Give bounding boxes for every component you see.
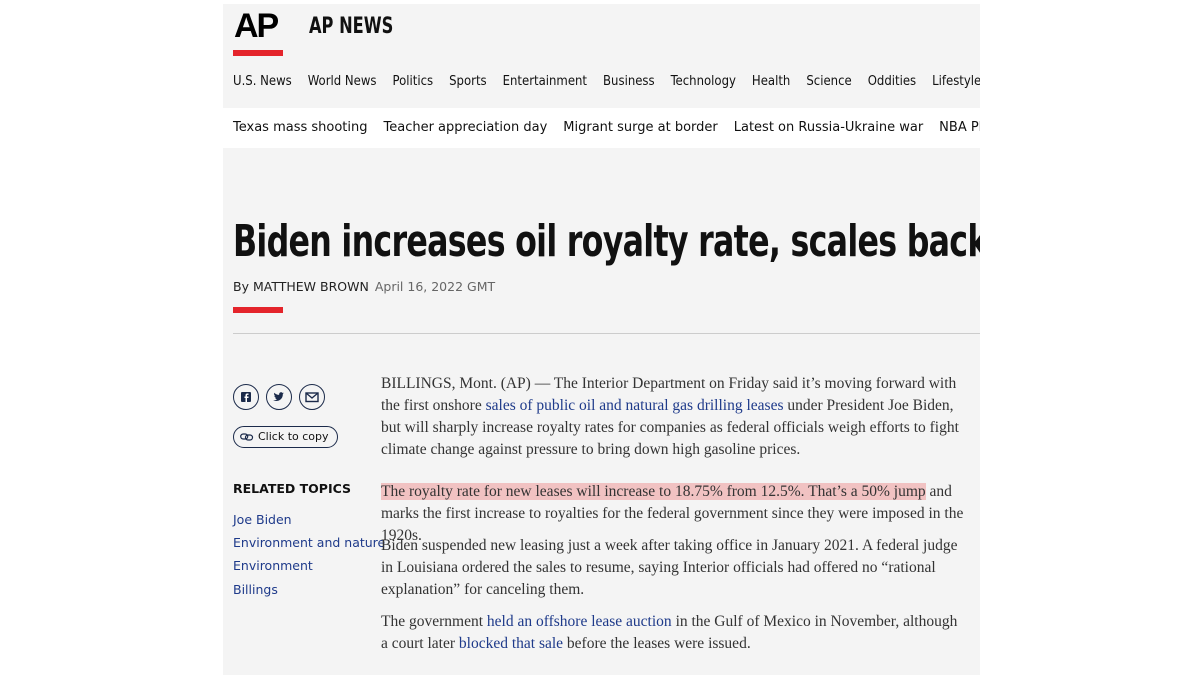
- site-title[interactable]: AP NEWS: [309, 14, 394, 39]
- paragraph: BILLINGS, Mont. (AP) — The Interior Depa…: [381, 373, 966, 461]
- link-icon: [240, 433, 254, 441]
- accent-bar: [233, 307, 283, 313]
- email-share[interactable]: [299, 384, 325, 410]
- byline-prefix: By: [233, 279, 249, 294]
- nav-item[interactable]: World News: [307, 74, 377, 89]
- nav-item[interactable]: Oddities: [867, 74, 917, 89]
- trending-bar: Texas mass shooting Teacher appreciation …: [223, 108, 980, 148]
- author[interactable]: MATTHEW BROWN: [252, 279, 369, 294]
- nav-item[interactable]: Health: [751, 74, 791, 89]
- twitter-icon: [273, 392, 284, 401]
- inline-link[interactable]: sales of public oil and natural gas dril…: [485, 397, 784, 414]
- nav-item[interactable]: Business: [603, 74, 655, 89]
- text-run: under President Joe Biden, but will shar…: [381, 397, 959, 458]
- nav-item[interactable]: U.S. News: [233, 74, 292, 89]
- nav-item[interactable]: Sports: [449, 74, 487, 89]
- nav-item[interactable]: Entertainment: [502, 74, 588, 89]
- byline: By MATTHEW BROWN April 16, 2022 GMT: [233, 279, 495, 295]
- date: April 16, 2022 GMT: [374, 279, 496, 294]
- text-run: before the leases were issued.: [563, 635, 751, 652]
- content-column: AP AP NEWS U.S. News World News Politics Sp…: [223, 4, 980, 675]
- nav-item[interactable]: Lifestyle: [932, 74, 980, 89]
- text-run: and marks the first increase to royaltie…: [381, 483, 964, 544]
- trending-item[interactable]: Texas mass shooting: [233, 120, 368, 135]
- trending-item[interactable]: NBA Playoffs: [939, 120, 980, 135]
- text-run: The government: [381, 613, 487, 630]
- related-topic[interactable]: Environment and nature: [233, 535, 386, 550]
- twitter-share[interactable]: [266, 384, 292, 410]
- trending-item[interactable]: Migrant surge at border: [563, 120, 718, 135]
- related-heading: RELATED TOPICS: [233, 481, 351, 496]
- logo-bar: [233, 50, 283, 56]
- related-topic[interactable]: Billings: [233, 582, 278, 597]
- related-topic[interactable]: Environment: [233, 558, 313, 573]
- trending-item[interactable]: Teacher appreciation day: [383, 120, 548, 135]
- facebook-share[interactable]: [233, 384, 259, 410]
- related-topic[interactable]: Joe Biden: [233, 512, 292, 527]
- email-icon: [305, 392, 319, 403]
- nav-item[interactable]: Politics: [392, 74, 434, 89]
- highlighted-text: The royalty rate for new leases will inc…: [381, 483, 926, 500]
- text-run: in the Gulf of Mexico in November, altho…: [381, 613, 958, 652]
- nav-bar: U.S. News World News Politics Sports Enterta…: [233, 74, 980, 90]
- nav-item[interactable]: Science: [806, 74, 852, 89]
- nav-item[interactable]: Technology: [670, 74, 736, 89]
- paragraph: The royalty rate for new leases will inc…: [381, 481, 966, 547]
- text-run: BILLINGS, Mont. (AP) — The Interior Depa…: [381, 375, 957, 414]
- headline: Biden increases oil royalty rate, scales…: [233, 216, 980, 267]
- copy-link-button[interactable]: Click to copy: [233, 426, 338, 448]
- logo-text: AP: [234, 7, 279, 45]
- trending-list: Texas mass shooting Teacher appreciation …: [233, 120, 980, 136]
- trending-item[interactable]: Latest on Russia-Ukraine war: [733, 120, 924, 135]
- paragraph: Biden suspended new leasing just a week …: [381, 535, 966, 601]
- text-run: Biden suspended new leasing just a week …: [381, 537, 958, 598]
- divider: [233, 333, 980, 334]
- paragraph: The government held an offshore lease au…: [381, 611, 966, 655]
- copy-label: Click to copy: [258, 430, 329, 443]
- facebook-icon: [241, 392, 251, 402]
- logo[interactable]: AP: [233, 6, 283, 56]
- inline-link[interactable]: held an offshore lease auction: [486, 613, 672, 630]
- inline-link[interactable]: blocked that sale: [458, 635, 564, 652]
